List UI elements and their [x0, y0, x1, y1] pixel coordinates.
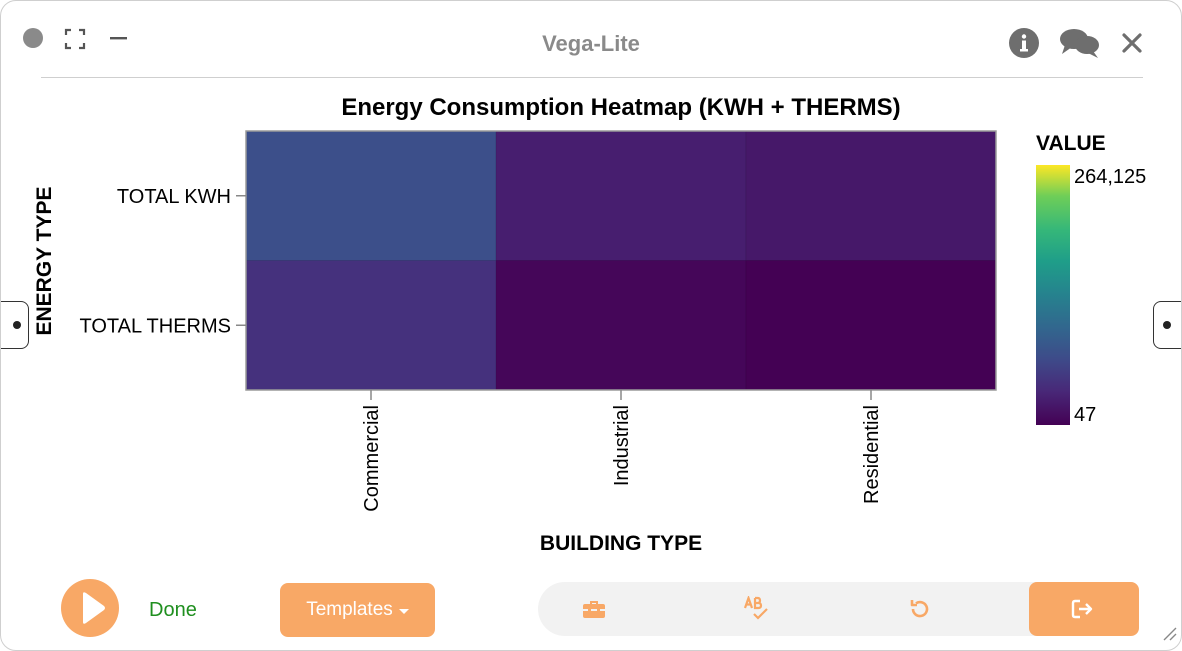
- comments-icon[interactable]: [1059, 27, 1101, 64]
- run-button[interactable]: [61, 579, 119, 637]
- x-tick-label: Commercial: [361, 405, 383, 512]
- handle-dot-icon: [1163, 321, 1171, 329]
- close-icon[interactable]: [1121, 32, 1143, 59]
- expand-icon[interactable]: [64, 28, 86, 55]
- templates-button[interactable]: Templates: [280, 583, 435, 637]
- status-text: Done: [149, 599, 197, 621]
- legend-max-label: 264,125: [1074, 166, 1146, 188]
- info-icon[interactable]: [1009, 28, 1039, 63]
- heatmap-cell: [745, 260, 997, 391]
- chart-title: Energy Consumption Heatmap (KWH + THERMS…: [341, 94, 900, 121]
- export-icon: [1071, 599, 1093, 619]
- title-divider: [41, 77, 1143, 78]
- heatmap-chart: Energy Consumption Heatmap (KWH + THERMS…: [33, 94, 1146, 555]
- resize-grip-icon[interactable]: [1161, 625, 1177, 646]
- circle-icon[interactable]: [22, 27, 44, 54]
- export-button[interactable]: [1029, 582, 1139, 636]
- toolbox-button[interactable]: [554, 582, 634, 636]
- x-tick-label: Industrial: [611, 405, 633, 486]
- heatmap-cell: [495, 130, 747, 261]
- handle-dot-icon: [13, 321, 21, 329]
- title-bar: Vega-Lite: [1, 1, 1181, 79]
- heatmap-cell: [495, 260, 747, 391]
- spellcheck-button[interactable]: [716, 582, 796, 636]
- bottom-bar: Done Templates: [1, 571, 1181, 650]
- y-tick-label: TOTAL KWH: [117, 186, 231, 208]
- templates-label: Templates: [306, 599, 393, 620]
- heatmap-cell: [245, 130, 497, 261]
- legend-title: VALUE: [1036, 132, 1106, 155]
- y-axis-title: ENERGY TYPE: [33, 187, 56, 336]
- play-icon: [83, 592, 105, 624]
- heatmap-cell: [245, 260, 497, 391]
- left-resize-handle[interactable]: [1, 301, 29, 349]
- heatmap-cell: [745, 130, 997, 261]
- window-title: Vega-Lite: [542, 31, 640, 56]
- x-axis-title: BUILDING TYPE: [540, 532, 702, 555]
- legend-min-label: 47: [1074, 404, 1096, 426]
- action-toolbar: [538, 582, 1139, 636]
- minimize-icon[interactable]: [109, 29, 129, 54]
- chevron-down-icon: [398, 608, 409, 614]
- x-tick-label: Residential: [861, 405, 883, 504]
- undo-icon: [910, 600, 929, 618]
- legend-gradient: [1036, 165, 1070, 425]
- right-resize-handle[interactable]: [1153, 301, 1181, 349]
- undo-button[interactable]: [880, 582, 960, 636]
- y-tick-label: TOTAL THERMS: [79, 315, 231, 337]
- toolbox-icon: [583, 601, 605, 618]
- spellcheck-icon: [743, 596, 768, 620]
